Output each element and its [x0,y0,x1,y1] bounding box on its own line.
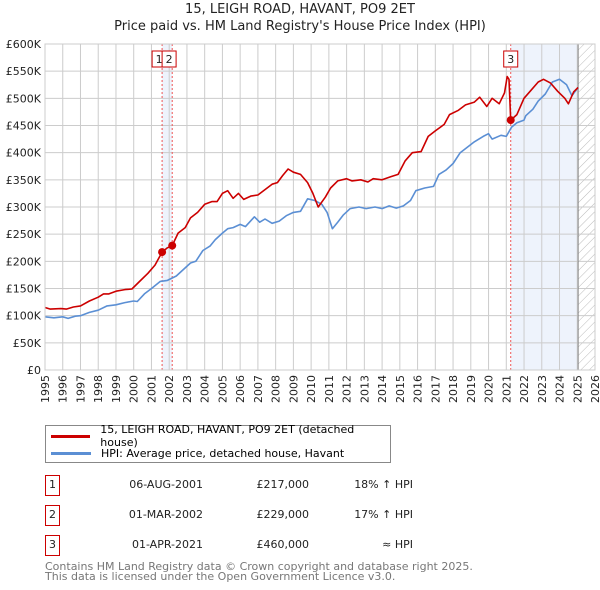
y-tick-label: £250K [6,228,42,241]
sale-date: 01-MAR-2002 [128,508,203,521]
legend-swatch-hpi [51,451,91,455]
x-tick-label: 2014 [376,375,389,403]
x-tick-label: 2016 [412,375,425,403]
x-tick-label: 1995 [39,375,52,403]
sale-point [506,116,515,125]
chart-title: 15, LEIGH ROAD, HAVANT, PO9 2ET [185,2,415,17]
sale-number: 3 [45,535,60,556]
sale-number: 1 [45,475,60,496]
x-tick-label: 2005 [216,375,229,403]
x-tick-label: 2019 [465,375,478,403]
y-tick-label: £300K [6,201,42,214]
x-tick-label: 2023 [536,375,549,403]
y-tick-label: £550K [6,65,42,78]
legend: 15, LEIGH ROAD, HAVANT, PO9 2ET (detache… [45,423,391,463]
x-tick-label: 1997 [74,375,87,403]
sale-hpi-diff: 18% ↑ HPI [354,478,413,491]
x-tick-label: 2003 [181,375,194,403]
sale-label-box [161,50,177,68]
y-tick-label: £450K [6,120,42,133]
x-tick-label: 2009 [287,375,300,403]
sale-point [158,248,167,257]
x-tick-label: 2026 [589,375,600,403]
x-tick-label: 2011 [323,375,336,403]
x-tick-label: 2013 [358,375,371,403]
sale-price: £460,000 [256,538,310,551]
x-tick-label: 2024 [554,375,567,403]
sale-label: 1 [156,53,163,66]
sale-point [168,241,177,250]
x-tick-label: 2006 [234,375,247,403]
y-tick-label: £350K [6,174,42,187]
x-tick-label: 2007 [252,375,265,403]
x-tick-label: 2018 [447,375,460,403]
x-tick-label: 2015 [394,375,407,403]
chart-subtitle: Price paid vs. HM Land Registry's House … [114,19,486,34]
price-chart: 1995 1996 1997 1998 1999 2000 2001 2002 2003 2004… [6,38,600,403]
x-tick-label: 2008 [270,375,283,403]
x-tick-label: 2025 [571,375,584,403]
x-tick-label: 2021 [500,375,513,403]
sale-price: £217,000 [256,478,310,491]
sale-number: 2 [45,505,60,526]
y-tick-label: £200K [6,255,42,268]
legend-item-property: 15, LEIGH ROAD, HAVANT, PO9 2ET (detache… [51,423,390,449]
legend-item-hpi: HPI: Average price, detached house, Hava… [51,445,344,461]
x-tick-label: 1999 [110,375,123,403]
x-tick-label: 2010 [305,375,318,403]
y-tick-label: £150K [6,283,42,296]
footer-licence: This data is licensed under the Open Gov… [45,570,396,583]
sale-price: £229,000 [256,508,310,521]
legend-label: 15, LEIGH ROAD, HAVANT, PO9 2ET (detache… [100,423,355,449]
sale-date: 01-APR-2021 [131,538,203,551]
y-tick-label: £100K [6,310,42,323]
x-tick-label: 2001 [145,375,158,403]
y-tick-label: £500K [6,92,42,105]
sale-label: 3 [507,53,514,66]
x-tick-label: 2002 [163,375,176,403]
x-tick-label: 1998 [92,375,105,403]
y-tick-label: £50K [13,337,42,350]
y-tick-label: £400K [6,147,42,160]
x-tick-label: 2012 [341,375,354,403]
y-tick-label: £600K [6,38,42,51]
x-tick-label: 2000 [128,375,141,403]
sale-label-box [503,50,519,68]
legend-swatch-property [51,434,91,438]
x-tick-label: 1996 [57,375,70,403]
sale-hpi-diff: ≈ HPI [382,538,413,551]
sale-label: 2 [166,53,173,66]
x-tick-label: 2022 [518,375,531,403]
legend-label: HPI: Average price, detached house, Hava… [101,446,345,460]
footer-copyright: Contains HM Land Registry data © Crown c… [45,560,473,573]
x-tick-label: 2017 [429,375,442,403]
x-tick-label: 2004 [199,375,212,403]
sale-hpi-diff: 17% ↑ HPI [354,508,413,521]
plot-border [44,43,596,371]
hpi-series-line [44,78,579,320]
sale-date: 06-AUG-2001 [129,478,203,491]
x-tick-label: 2020 [483,375,496,403]
property-series-line [44,75,579,310]
y-tick-label: £0 [27,364,41,377]
